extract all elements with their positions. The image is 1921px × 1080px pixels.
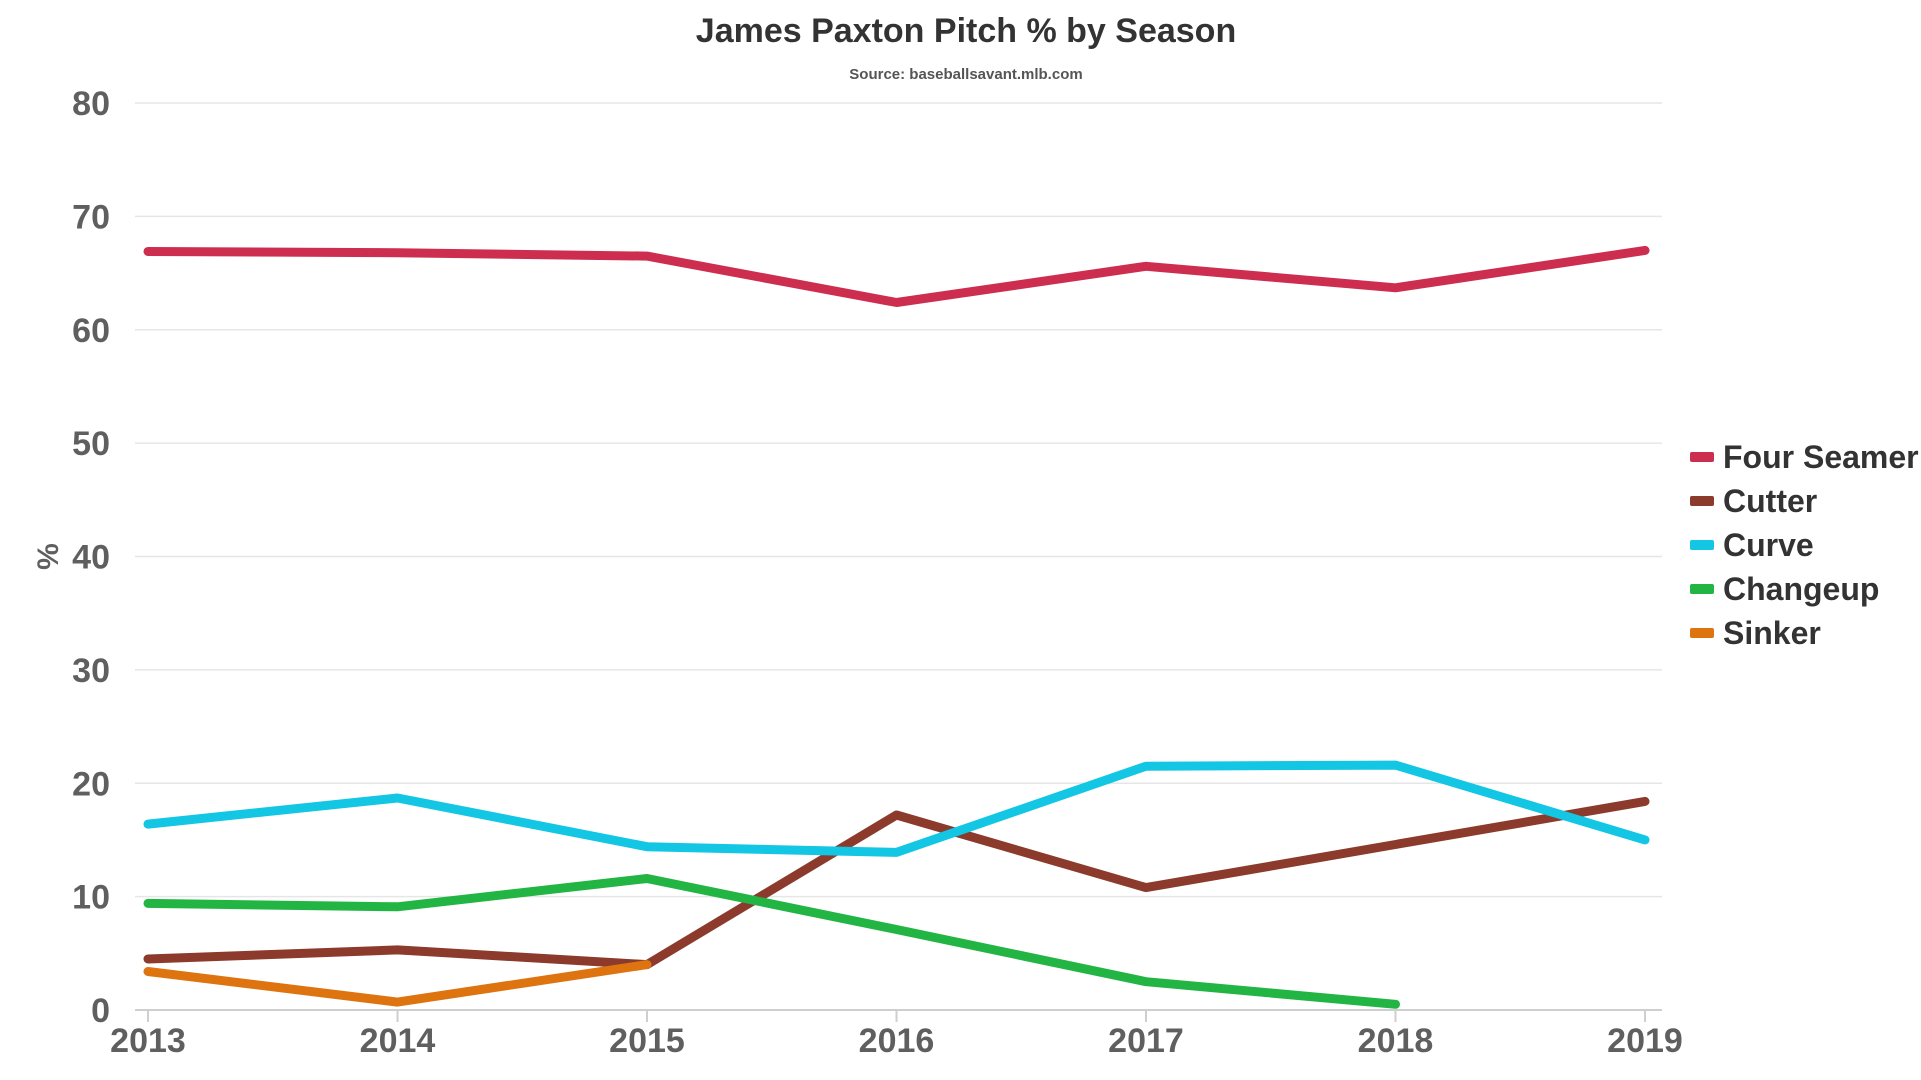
legend-label: Sinker [1723,615,1821,651]
x-axis-ticks: 2013 2014 2015 2016 2017 2018 2019 [110,1010,1683,1060]
legend-item-cutter: Cutter [1690,483,1817,519]
legend-swatch [1690,452,1714,462]
legend-swatch [1690,540,1714,550]
legend-label: Four Seamer [1723,439,1919,475]
y-tick-label: 50 [72,425,110,463]
legend-swatch [1690,584,1714,594]
series-line-four-seamer [143,245,1650,307]
legend-item-curve: Curve [1690,527,1814,563]
series-line-sinker [143,960,652,1007]
x-tick-label: 2017 [1108,1022,1184,1060]
legend-label: Cutter [1723,483,1817,519]
y-tick-label: 20 [72,765,110,803]
chart-title: James Paxton Pitch % by Season [696,12,1236,50]
y-tick-label: 10 [72,879,110,917]
x-tick-label: 2016 [859,1022,935,1060]
gridlines [135,102,1662,1011]
y-tick-label: 30 [72,652,110,690]
legend-label: Curve [1723,527,1814,563]
y-axis-label: % [32,543,65,570]
series-lines [143,245,1650,1009]
x-tick-label: 2013 [110,1022,186,1060]
series-line-changeup [143,874,1400,1009]
y-tick-label: 80 [72,85,110,123]
legend: Four Seamer Cutter Curve Changeup Sinker [1690,439,1919,651]
legend-item-four-seamer: Four Seamer [1690,439,1919,475]
y-tick-label: 40 [72,539,110,577]
x-tick-label: 2019 [1607,1022,1683,1060]
legend-swatch [1690,628,1714,638]
series-line-curve [143,760,1650,857]
x-tick-label: 2014 [360,1022,436,1060]
y-tick-label: 0 [91,992,110,1030]
chart-subtitle: Source: baseballsavant.mlb.com [849,66,1082,83]
x-tick-label: 2018 [1358,1022,1434,1060]
x-tick-label: 2015 [609,1022,685,1060]
legend-label: Changeup [1723,571,1879,607]
y-tick-label: 70 [72,198,110,236]
y-tick-label: 60 [72,312,110,350]
legend-swatch [1690,496,1714,506]
series-line-cutter [143,796,1650,970]
legend-item-changeup: Changeup [1690,571,1879,607]
y-axis-ticks: 0 10 20 30 40 50 60 70 80 [72,85,110,1030]
legend-item-sinker: Sinker [1690,615,1821,651]
